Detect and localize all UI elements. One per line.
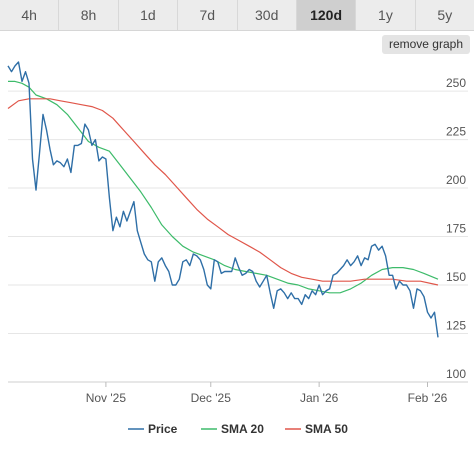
- tab-5y[interactable]: 5y: [415, 0, 474, 30]
- chart-grid: [8, 90, 468, 383]
- y-tick-label: 100: [446, 367, 466, 381]
- y-tick-label: 200: [446, 173, 466, 187]
- chart-series: [7, 61, 439, 338]
- legend-label[interactable]: SMA 50: [305, 422, 348, 436]
- y-tick-label: 125: [446, 319, 466, 333]
- remove-graph-button[interactable]: remove graph: [381, 35, 470, 54]
- tab-30d[interactable]: 30d: [237, 0, 297, 30]
- series-line-sma-50: [7, 98, 439, 286]
- y-tick-label: 250: [446, 76, 466, 90]
- tab-8h[interactable]: 8h: [59, 0, 119, 30]
- tab-120d[interactable]: 120d: [296, 0, 357, 30]
- y-tick-label: 175: [446, 222, 466, 236]
- y-axis-ticks: 100 125 150 175 200 225 250: [446, 76, 466, 381]
- y-tick-label: 225: [446, 125, 466, 139]
- x-tick-label: Feb '26: [408, 391, 448, 405]
- series-line-sma-20: [8, 80, 439, 294]
- chart-legend: Price SMA 20 SMA 50: [128, 422, 348, 436]
- y-tick-label: 150: [446, 270, 466, 284]
- x-tick-label: Nov '25: [86, 391, 127, 405]
- legend-label[interactable]: SMA 20: [221, 422, 264, 436]
- series-line-price: [7, 61, 439, 338]
- x-tick-label: Dec '25: [191, 391, 232, 405]
- tab-4h[interactable]: 4h: [0, 0, 60, 30]
- x-axis-ticks: Nov '25 Dec '25 Jan '26 Feb '26: [86, 382, 448, 405]
- tab-7d[interactable]: 7d: [178, 0, 238, 30]
- time-range-tabs: 4h 8h 1d 7d 30d 120d 1y 5y: [0, 0, 474, 31]
- tab-1y[interactable]: 1y: [356, 0, 416, 30]
- legend-label[interactable]: Price: [148, 422, 178, 436]
- x-tick-label: Jan '26: [300, 391, 339, 405]
- tab-1d[interactable]: 1d: [118, 0, 179, 30]
